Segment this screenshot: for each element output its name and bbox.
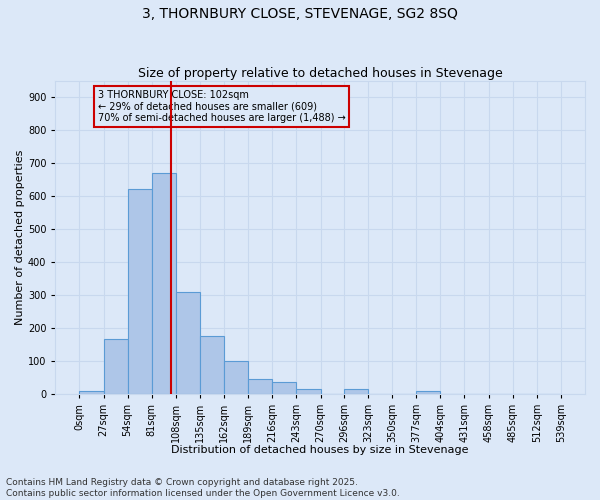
Bar bbox=[224, 361, 248, 394]
Text: 3, THORNBURY CLOSE, STEVENAGE, SG2 8SQ: 3, THORNBURY CLOSE, STEVENAGE, SG2 8SQ bbox=[142, 8, 458, 22]
Text: 3 THORNBURY CLOSE: 102sqm
← 29% of detached houses are smaller (609)
70% of semi: 3 THORNBURY CLOSE: 102sqm ← 29% of detac… bbox=[98, 90, 346, 124]
Bar bbox=[200, 336, 224, 394]
Bar bbox=[104, 340, 128, 394]
Bar bbox=[344, 389, 368, 394]
Y-axis label: Number of detached properties: Number of detached properties bbox=[15, 150, 25, 325]
Bar bbox=[176, 292, 200, 394]
Bar bbox=[128, 190, 152, 394]
Bar bbox=[272, 382, 296, 394]
Bar bbox=[296, 389, 320, 394]
Bar bbox=[79, 390, 104, 394]
X-axis label: Distribution of detached houses by size in Stevenage: Distribution of detached houses by size … bbox=[172, 445, 469, 455]
Bar bbox=[152, 173, 176, 394]
Bar bbox=[248, 379, 272, 394]
Text: Contains HM Land Registry data © Crown copyright and database right 2025.
Contai: Contains HM Land Registry data © Crown c… bbox=[6, 478, 400, 498]
Title: Size of property relative to detached houses in Stevenage: Size of property relative to detached ho… bbox=[138, 66, 503, 80]
Bar bbox=[416, 390, 440, 394]
